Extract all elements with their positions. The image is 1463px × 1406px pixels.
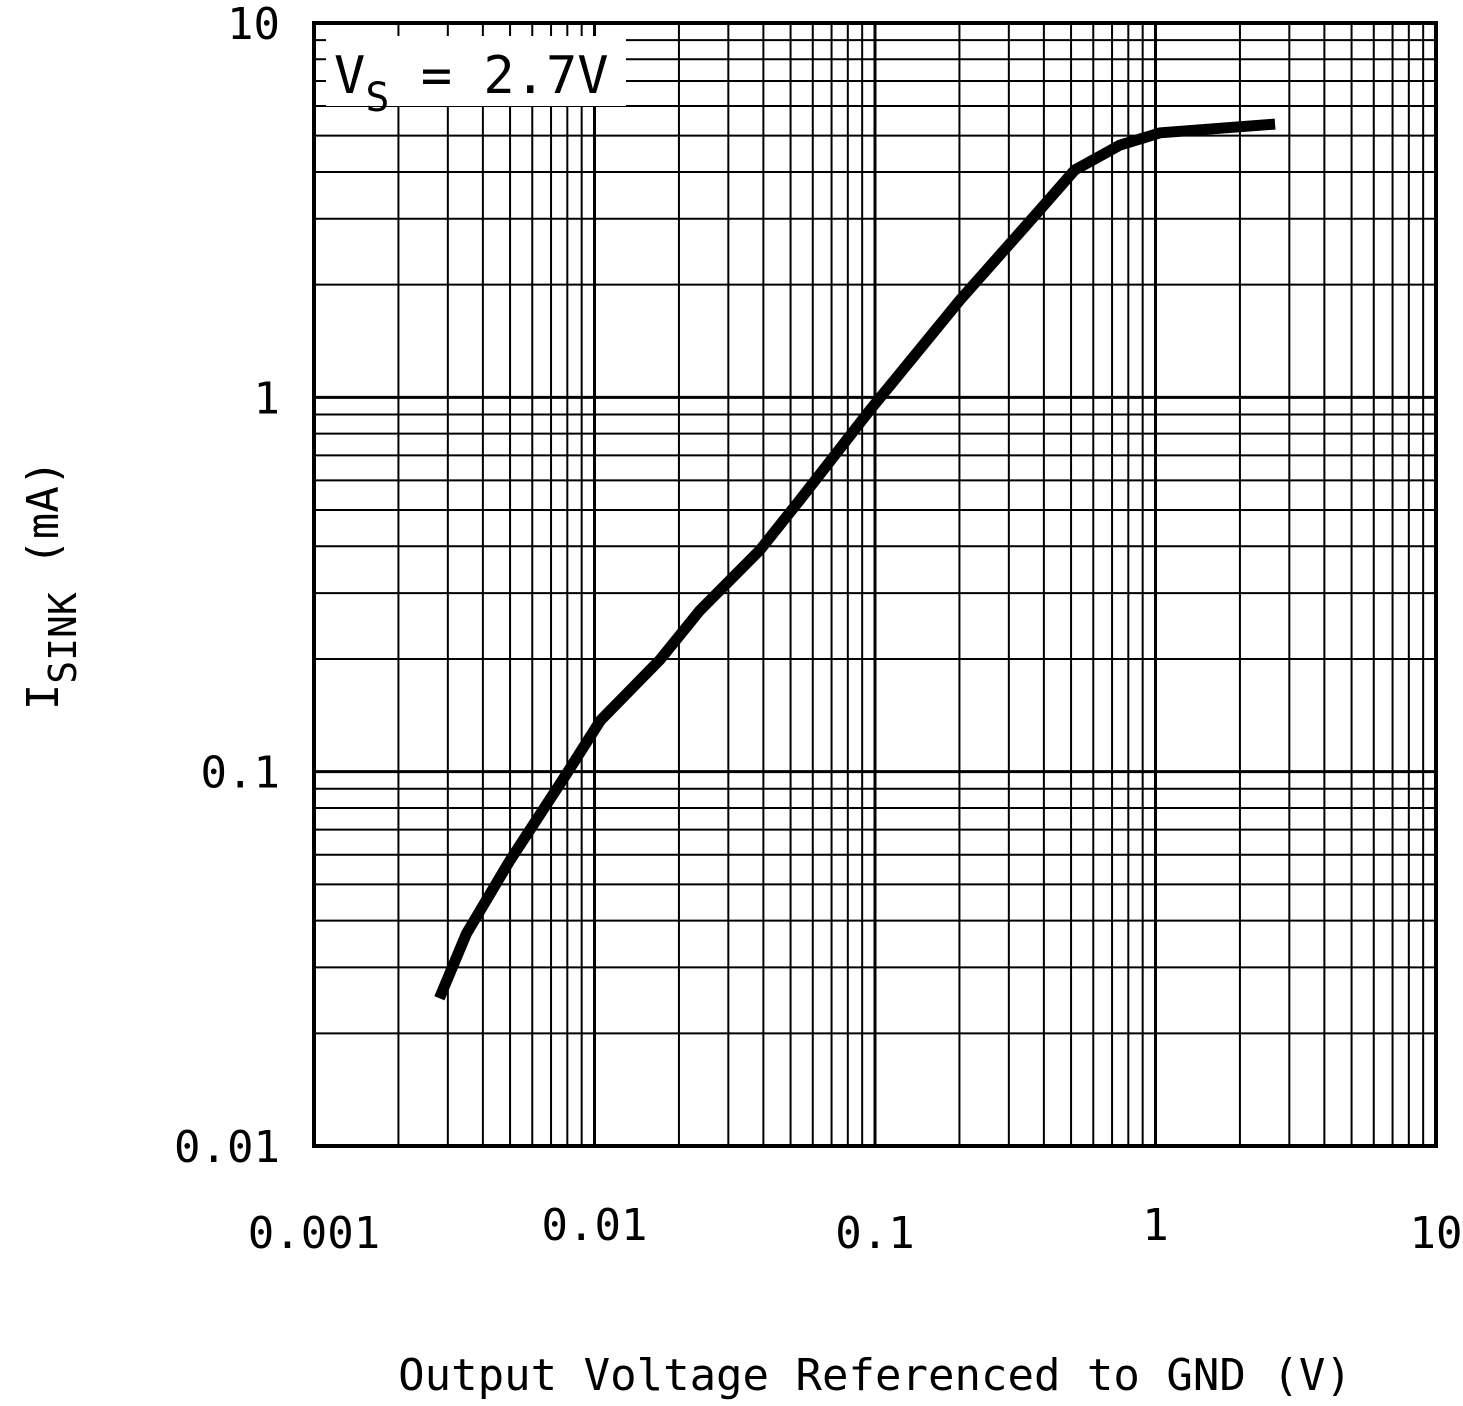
grid — [312, 23, 1436, 1148]
series-line — [434, 118, 1276, 1001]
y-tick-label: 0.01 — [174, 1122, 280, 1173]
x-tick-label: 0.001 — [248, 1208, 380, 1259]
y-tick-label: 10 — [227, 0, 280, 50]
x-tick-label: 1 — [1142, 1200, 1169, 1251]
x-axis-label: Output Voltage Referenced to GND (V) — [398, 1350, 1352, 1401]
y-tick-label: 1 — [254, 373, 281, 424]
svg-text:VS = 2.7V: VS = 2.7V — [334, 46, 609, 121]
y-axis-label: ISINK (mA) — [18, 460, 85, 710]
plot-border — [312, 21, 1438, 1148]
tick-labels: 0.001 0.01 0.1 1 10 0.01 0.1 1 10 — [174, 0, 1462, 1259]
x-tick-label: 10 — [1410, 1208, 1463, 1259]
x-tick-label: 0.01 — [542, 1200, 648, 1251]
annotation: VS = 2.7V — [326, 36, 626, 121]
x-tick-label: 0.1 — [835, 1208, 914, 1259]
y-tick-label: 0.1 — [201, 748, 280, 799]
